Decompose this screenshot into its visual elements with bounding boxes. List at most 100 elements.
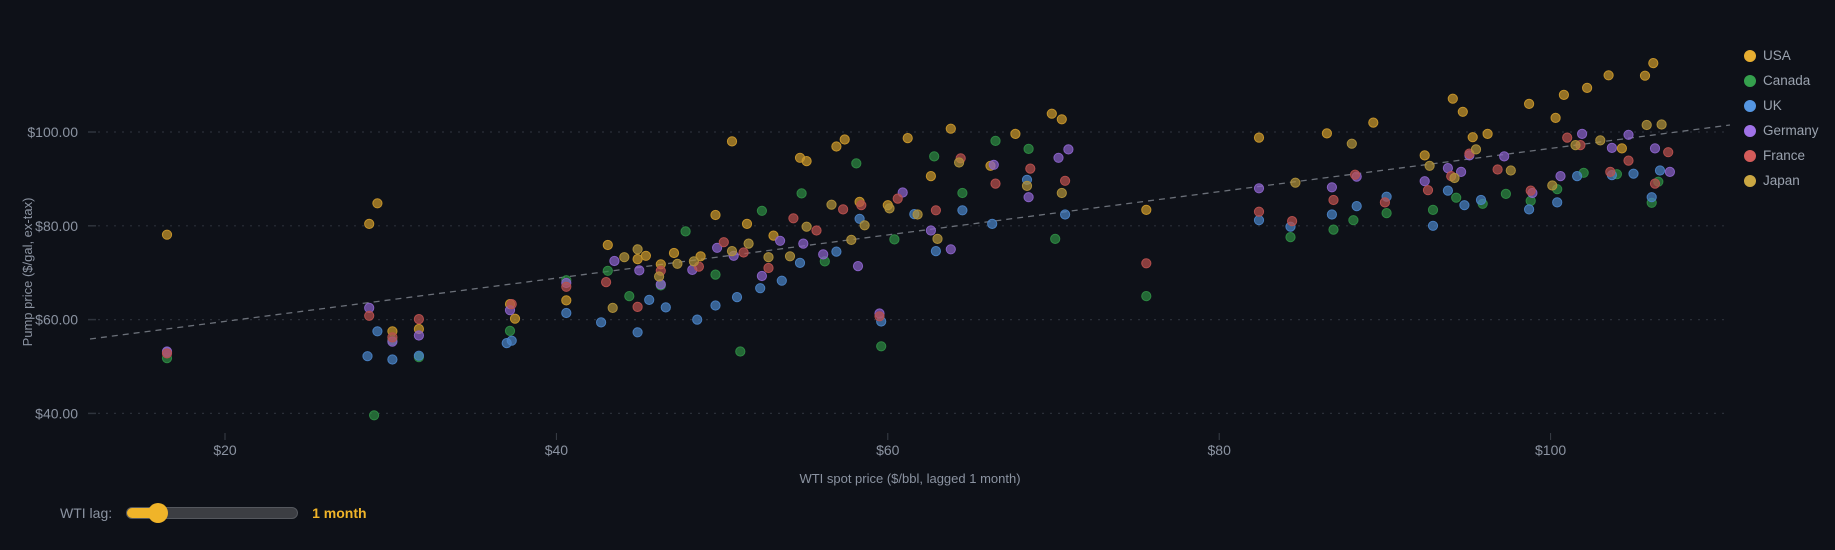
- data-point-uk[interactable]: [957, 205, 968, 216]
- data-point-germany[interactable]: [1649, 143, 1661, 154]
- data-point-uk[interactable]: [1552, 197, 1563, 208]
- data-point-usa[interactable]: [1639, 70, 1651, 81]
- data-point-germany[interactable]: [1053, 152, 1064, 163]
- data-point-uk[interactable]: [561, 307, 572, 319]
- data-point-canada[interactable]: [876, 341, 887, 352]
- data-point-uk[interactable]: [731, 292, 743, 303]
- data-point-japan[interactable]: [1641, 119, 1652, 131]
- data-point-uk[interactable]: [1475, 194, 1487, 206]
- data-point-japan[interactable]: [884, 203, 895, 214]
- data-point-usa[interactable]: [741, 218, 753, 229]
- data-point-germany[interactable]: [1623, 129, 1634, 140]
- data-point-japan[interactable]: [763, 252, 774, 263]
- lag-slider[interactable]: [126, 503, 299, 523]
- data-point-usa[interactable]: [1482, 128, 1493, 139]
- data-point-uk[interactable]: [372, 326, 383, 337]
- data-point-japan[interactable]: [654, 271, 665, 282]
- data-point-usa[interactable]: [925, 171, 937, 182]
- data-point-canada[interactable]: [889, 234, 900, 245]
- data-point-usa[interactable]: [945, 123, 956, 134]
- legend-item-canada[interactable]: Canada: [1744, 68, 1819, 93]
- data-point-japan[interactable]: [672, 258, 683, 269]
- data-point-france[interactable]: [930, 205, 942, 216]
- data-point-germany[interactable]: [988, 159, 999, 170]
- data-point-japan[interactable]: [784, 251, 796, 262]
- data-point-uk[interactable]: [692, 314, 703, 325]
- data-point-france[interactable]: [1328, 194, 1339, 206]
- data-point-usa[interactable]: [1368, 117, 1379, 128]
- data-point-uk[interactable]: [755, 283, 766, 294]
- data-point-canada[interactable]: [1141, 291, 1152, 302]
- data-point-germany[interactable]: [1456, 166, 1467, 177]
- data-point-japan[interactable]: [1056, 187, 1067, 199]
- data-point-france[interactable]: [601, 277, 612, 288]
- data-point-canada[interactable]: [1451, 192, 1462, 203]
- data-point-germany[interactable]: [1253, 183, 1265, 194]
- data-point-france[interactable]: [1350, 169, 1361, 180]
- data-point-canada[interactable]: [680, 226, 691, 237]
- data-point-germany[interactable]: [1326, 182, 1338, 193]
- data-point-usa[interactable]: [831, 141, 842, 152]
- data-point-uk[interactable]: [1646, 192, 1657, 203]
- data-point-france[interactable]: [856, 200, 867, 211]
- data-point-japan[interactable]: [726, 246, 738, 257]
- data-point-uk[interactable]: [1654, 165, 1666, 176]
- data-point-france[interactable]: [1379, 197, 1391, 208]
- data-point-france[interactable]: [161, 348, 173, 359]
- data-point-uk[interactable]: [710, 300, 721, 311]
- data-point-japan[interactable]: [801, 221, 812, 232]
- data-point-germany[interactable]: [756, 270, 768, 282]
- data-point-germany[interactable]: [1555, 171, 1566, 182]
- data-point-germany[interactable]: [609, 255, 620, 267]
- legend-item-germany[interactable]: Germany: [1744, 118, 1819, 143]
- data-point-japan[interactable]: [1470, 144, 1482, 155]
- data-point-canada[interactable]: [1328, 224, 1339, 235]
- data-point-france[interactable]: [1525, 185, 1536, 196]
- data-point-usa[interactable]: [1550, 112, 1561, 124]
- data-point-germany[interactable]: [852, 261, 864, 272]
- data-point-usa[interactable]: [1558, 89, 1570, 101]
- data-point-uk[interactable]: [1351, 201, 1362, 212]
- data-point-france[interactable]: [1492, 164, 1503, 175]
- data-point-uk[interactable]: [413, 350, 424, 361]
- data-point-uk[interactable]: [1060, 209, 1071, 220]
- data-point-usa[interactable]: [602, 239, 613, 251]
- data-point-japan[interactable]: [607, 302, 618, 313]
- data-point-france[interactable]: [1287, 216, 1298, 227]
- data-point-canada[interactable]: [369, 410, 380, 421]
- data-point-usa[interactable]: [1648, 58, 1659, 69]
- data-point-usa[interactable]: [1457, 106, 1468, 117]
- data-point-germany[interactable]: [925, 225, 937, 236]
- data-point-canada[interactable]: [1381, 208, 1392, 219]
- data-point-japan[interactable]: [1656, 119, 1667, 130]
- data-point-usa[interactable]: [1010, 128, 1021, 139]
- data-point-france[interactable]: [1562, 132, 1573, 143]
- data-point-uk[interactable]: [387, 354, 398, 365]
- data-point-japan[interactable]: [826, 199, 837, 210]
- data-point-germany[interactable]: [1499, 151, 1510, 162]
- data-point-france[interactable]: [788, 213, 799, 224]
- data-point-usa[interactable]: [726, 136, 738, 147]
- data-point-canada[interactable]: [1348, 215, 1359, 226]
- data-point-canada[interactable]: [602, 265, 613, 276]
- data-point-japan[interactable]: [912, 209, 923, 220]
- data-point-japan[interactable]: [932, 233, 943, 244]
- data-point-usa[interactable]: [768, 230, 779, 241]
- data-point-uk[interactable]: [1572, 171, 1583, 182]
- data-point-france[interactable]: [1141, 258, 1152, 269]
- data-point-usa[interactable]: [1141, 204, 1152, 215]
- data-point-france[interactable]: [892, 193, 903, 204]
- data-point-france[interactable]: [838, 204, 849, 215]
- data-point-usa[interactable]: [710, 209, 721, 221]
- data-point-germany[interactable]: [1664, 166, 1676, 177]
- data-point-germany[interactable]: [712, 242, 723, 253]
- data-point-usa[interactable]: [161, 229, 173, 240]
- slider-thumb[interactable]: [148, 503, 169, 523]
- data-point-canada[interactable]: [957, 187, 968, 199]
- data-point-germany[interactable]: [634, 265, 645, 276]
- data-point-uk[interactable]: [506, 335, 517, 346]
- data-point-france[interactable]: [413, 314, 424, 325]
- data-point-germany[interactable]: [1419, 176, 1430, 187]
- data-point-france[interactable]: [632, 301, 643, 312]
- data-point-canada[interactable]: [929, 151, 940, 162]
